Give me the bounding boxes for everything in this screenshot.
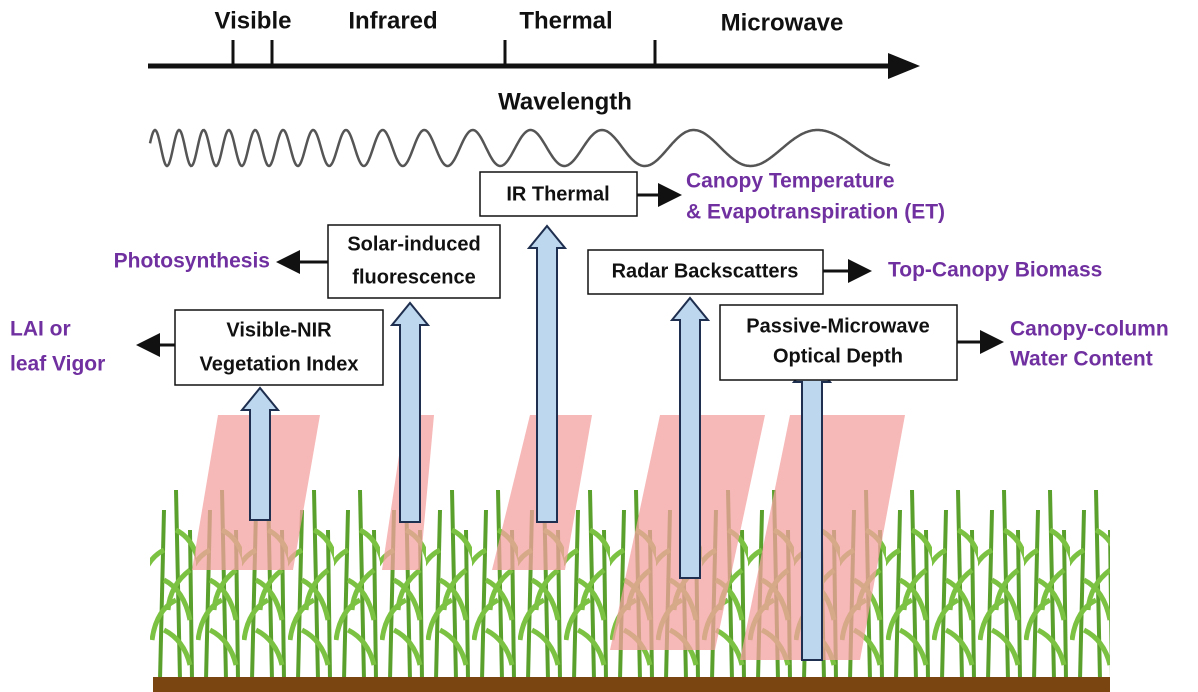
wave [150,130,890,166]
node-label: Passive-Microwave [746,315,929,337]
band-label: Thermal [519,7,612,34]
outcome: Photosynthesis [114,250,270,273]
outcome: Top-Canopy Biomass [888,259,1102,282]
outcome: LAI or [10,318,71,341]
outcome: & Evapotranspiration (ET) [686,201,945,224]
diagram: Visible Infrared Thermal Microwave Wavel… [0,0,1198,692]
node-label: Radar Backscatters [612,260,799,282]
node-label: Visible-NIR [226,319,332,341]
outcome: Canopy-column [1010,318,1169,341]
node-label: IR Thermal [506,183,609,205]
node-label: Optical Depth [773,345,903,367]
outcome: leaf Vigor [10,353,105,376]
node-label: fluorescence [352,266,475,288]
axis-arrowhead [888,53,920,79]
band-label: Infrared [348,7,437,34]
band-label: Microwave [721,9,844,36]
node-label: Vegetation Index [200,353,359,375]
band-label: Visible [215,7,292,34]
ground [153,677,1110,692]
node-label: Solar-induced [347,233,480,255]
outcome: Canopy Temperature [686,170,895,193]
spectrum: Visible Infrared Thermal Microwave Wavel… [148,7,920,166]
outcome: Water Content [1010,348,1153,371]
axis-label: Wavelength [498,88,632,115]
